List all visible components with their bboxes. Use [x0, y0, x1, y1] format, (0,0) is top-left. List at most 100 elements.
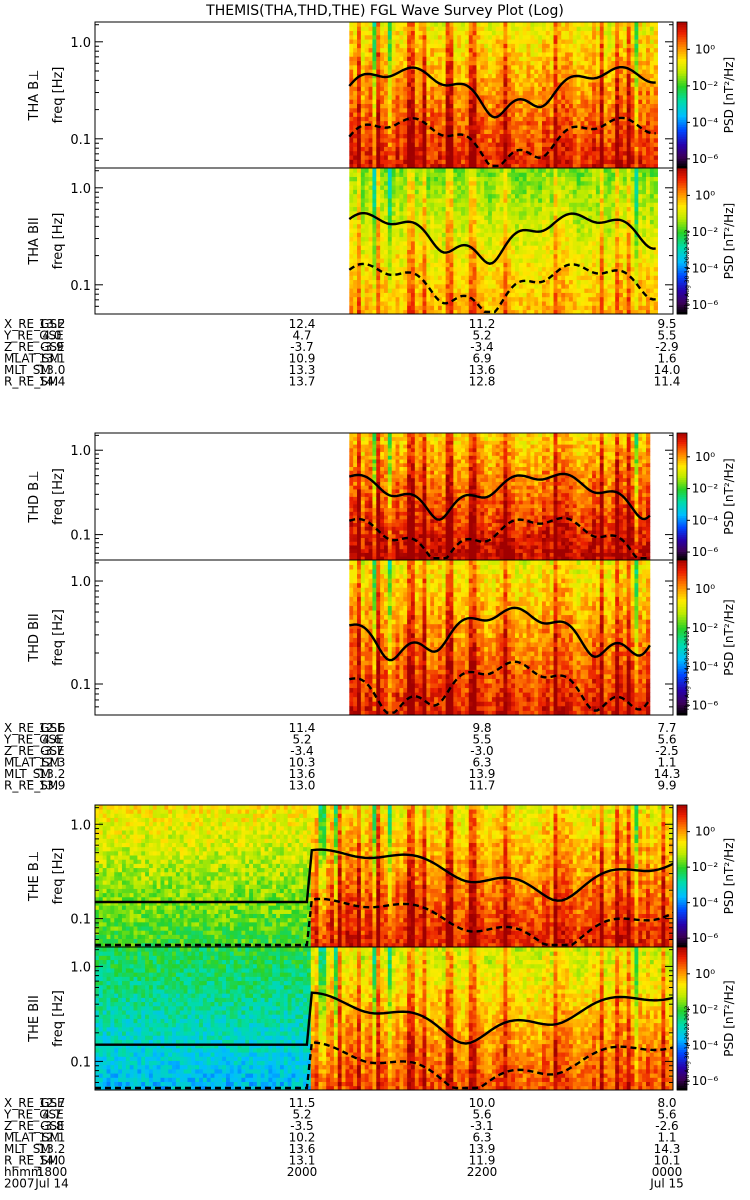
dashed-frequency-curve: [95, 1041, 674, 1090]
panel-frame: [94, 167, 674, 315]
ephemeris-row-label: MLT_SM: [4, 363, 51, 377]
ephemeris-value: 14.3: [654, 1142, 681, 1156]
colorbar-tick-label: 10⁻⁶: [692, 1074, 719, 1088]
ephemeris-value: 14.0: [39, 1154, 66, 1168]
dashed-frequency-curve: [348, 116, 656, 168]
timestamp-stamp: Thu Aug 30 14:20:22 2012: [684, 630, 691, 712]
date-year: 2007: [4, 1177, 35, 1191]
ephemeris-value: -3.4: [470, 340, 493, 354]
ephemeris-row-label: Z_RE_GSE: [4, 1119, 65, 1133]
y-tick-label: 0.1: [70, 529, 91, 544]
ephemeris-value: -2.9: [655, 340, 678, 354]
colorbar-tick-label: 10⁻⁶: [692, 698, 719, 712]
ephemeris-value: 13.0: [289, 779, 316, 793]
ephemeris-value: -2.5: [655, 744, 678, 758]
panel-label: THE B⊥: [27, 851, 42, 902]
ephemeris-value: -3.7: [40, 744, 63, 758]
ephemeris-value: 5.6: [657, 733, 676, 747]
solid-frequency-curve: [95, 848, 674, 904]
y-axis-label: freq [Hz]: [51, 67, 66, 124]
panel-label: THE BII: [27, 995, 42, 1043]
spectrogram-image: [349, 22, 658, 169]
panels-group: 1.0 0.1 THA B⊥ freq [Hz] 10⁰10⁻²10⁻⁴10⁻⁶PSD …: [27, 21, 736, 1091]
ephemeris-value: 1.1: [657, 1131, 676, 1145]
ephemeris-value: 10.3: [289, 756, 316, 770]
ephemeris-value: 5.5: [657, 329, 676, 343]
ephemeris-value: 13.9: [469, 767, 496, 781]
ephemeris-value: 13.2: [39, 317, 66, 331]
ephemeris-value: 11.7: [469, 779, 496, 793]
colorbar-tick-label: 10⁻⁴: [692, 115, 719, 129]
colorbar-tick-label: 10⁻⁴: [692, 1038, 719, 1052]
y-tick-label: 0.1: [70, 279, 91, 294]
ephemeris-value: -3.4: [290, 744, 313, 758]
colorbar-label: PSD [nT²/Hz]: [722, 980, 736, 1056]
ephemeris-row-label: Y_RE_GSE: [3, 733, 64, 747]
solid-frequency-curve: [348, 472, 651, 521]
ephemeris-value: 12.3: [39, 756, 66, 770]
ephemeris-value: 12.7: [39, 1096, 66, 1110]
ephemeris-value: 13.2: [39, 767, 66, 781]
ephemeris-value: -3.1: [470, 1119, 493, 1133]
ephemeris-value: 13.6: [289, 767, 316, 781]
ephemeris-value: 11.9: [469, 1154, 496, 1168]
ephemeris-value: 9.5: [657, 317, 676, 331]
ephemeris-value: 14.0: [654, 363, 681, 377]
ephemeris-row-label: Y_RE_GSE: [3, 1108, 64, 1122]
ephemeris-value: 1800: [37, 1165, 68, 1179]
ephemeris-value: -2.6: [655, 1119, 678, 1133]
ephemeris-value: 12.4: [289, 317, 316, 331]
panel-tha-par: 1.0 0.1 THA BII freq [Hz] 10⁰ 10⁻² 10⁻⁴ 10⁻⁶ PSD…: [27, 167, 736, 315]
colorbar-label: PSD [nT²/Hz]: [722, 203, 736, 279]
ephemeris-value: 6.3: [472, 756, 491, 770]
solid-frequency-curve: [348, 66, 656, 119]
ephemeris-row-label: R_RE_SM: [4, 375, 58, 389]
ephemeris-value: 5.2: [472, 329, 491, 343]
dashed-frequency-curve: [348, 262, 656, 314]
colorbar-tick-label: 10⁰: [695, 825, 715, 839]
ephemeris-row-label: MLAT_SM: [4, 1131, 60, 1145]
ephemeris-value: 5.2: [292, 1108, 311, 1122]
y-axis-label: freq [Hz]: [51, 848, 66, 905]
ephemeris-value: 5.5: [472, 733, 491, 747]
colorbar-tick-label: 10⁻⁴: [692, 896, 719, 910]
ephemeris-value: 13.6: [289, 1142, 316, 1156]
ephemeris-value: -3.9: [40, 340, 63, 354]
panel-label: THD BII: [27, 613, 42, 662]
colorbar-tick-label: 10⁻⁶: [692, 545, 719, 559]
ephemeris-value: 10.2: [289, 1131, 316, 1145]
spectrogram-image: [349, 168, 658, 315]
solid-frequency-curve: [348, 212, 656, 265]
colorbar-tick-label: 10⁰: [695, 582, 715, 596]
y-tick-label: 0.1: [70, 133, 91, 148]
ephemeris-value: 2000: [287, 1165, 318, 1179]
panel-label: THA B⊥: [27, 70, 42, 122]
y-axis-label: freq [Hz]: [51, 609, 66, 666]
ephemeris-row-label: Z_RE_GSE: [4, 744, 65, 758]
ephemeris-value: 2200: [467, 1165, 498, 1179]
panel-tha-perp: 1.0 0.1 THA B⊥ freq [Hz] 10⁰ 10⁻² 10⁻⁴ 10⁻⁶ PSD …: [27, 21, 736, 169]
ephemeris-value: 4.7: [292, 329, 311, 343]
ephemeris-row-label: X_RE_GSE: [4, 1096, 65, 1110]
colorbar-tick-label: 10⁰: [695, 450, 715, 464]
y-tick-label: 1.0: [70, 444, 91, 459]
ephemeris-value: 13.2: [39, 1142, 66, 1156]
spectrogram-image: [349, 560, 651, 716]
ephemeris-value: 10.0: [469, 1096, 496, 1110]
y-tick-label: 1.0: [70, 960, 91, 975]
figure-title: THEMIS(THA,THD,THE) FGL Wave Survey Plot…: [205, 3, 564, 19]
panel-label: THD B⊥: [27, 470, 42, 523]
ephemeris-value: 4.7: [42, 1108, 61, 1122]
date-start: Jul 14: [34, 1177, 69, 1191]
ephemeris-value: 13.9: [39, 779, 66, 793]
ephemeris-value: 12.6: [39, 721, 66, 735]
solid-frequency-curve: [349, 606, 651, 662]
ephemeris-value: 0000: [652, 1165, 683, 1179]
